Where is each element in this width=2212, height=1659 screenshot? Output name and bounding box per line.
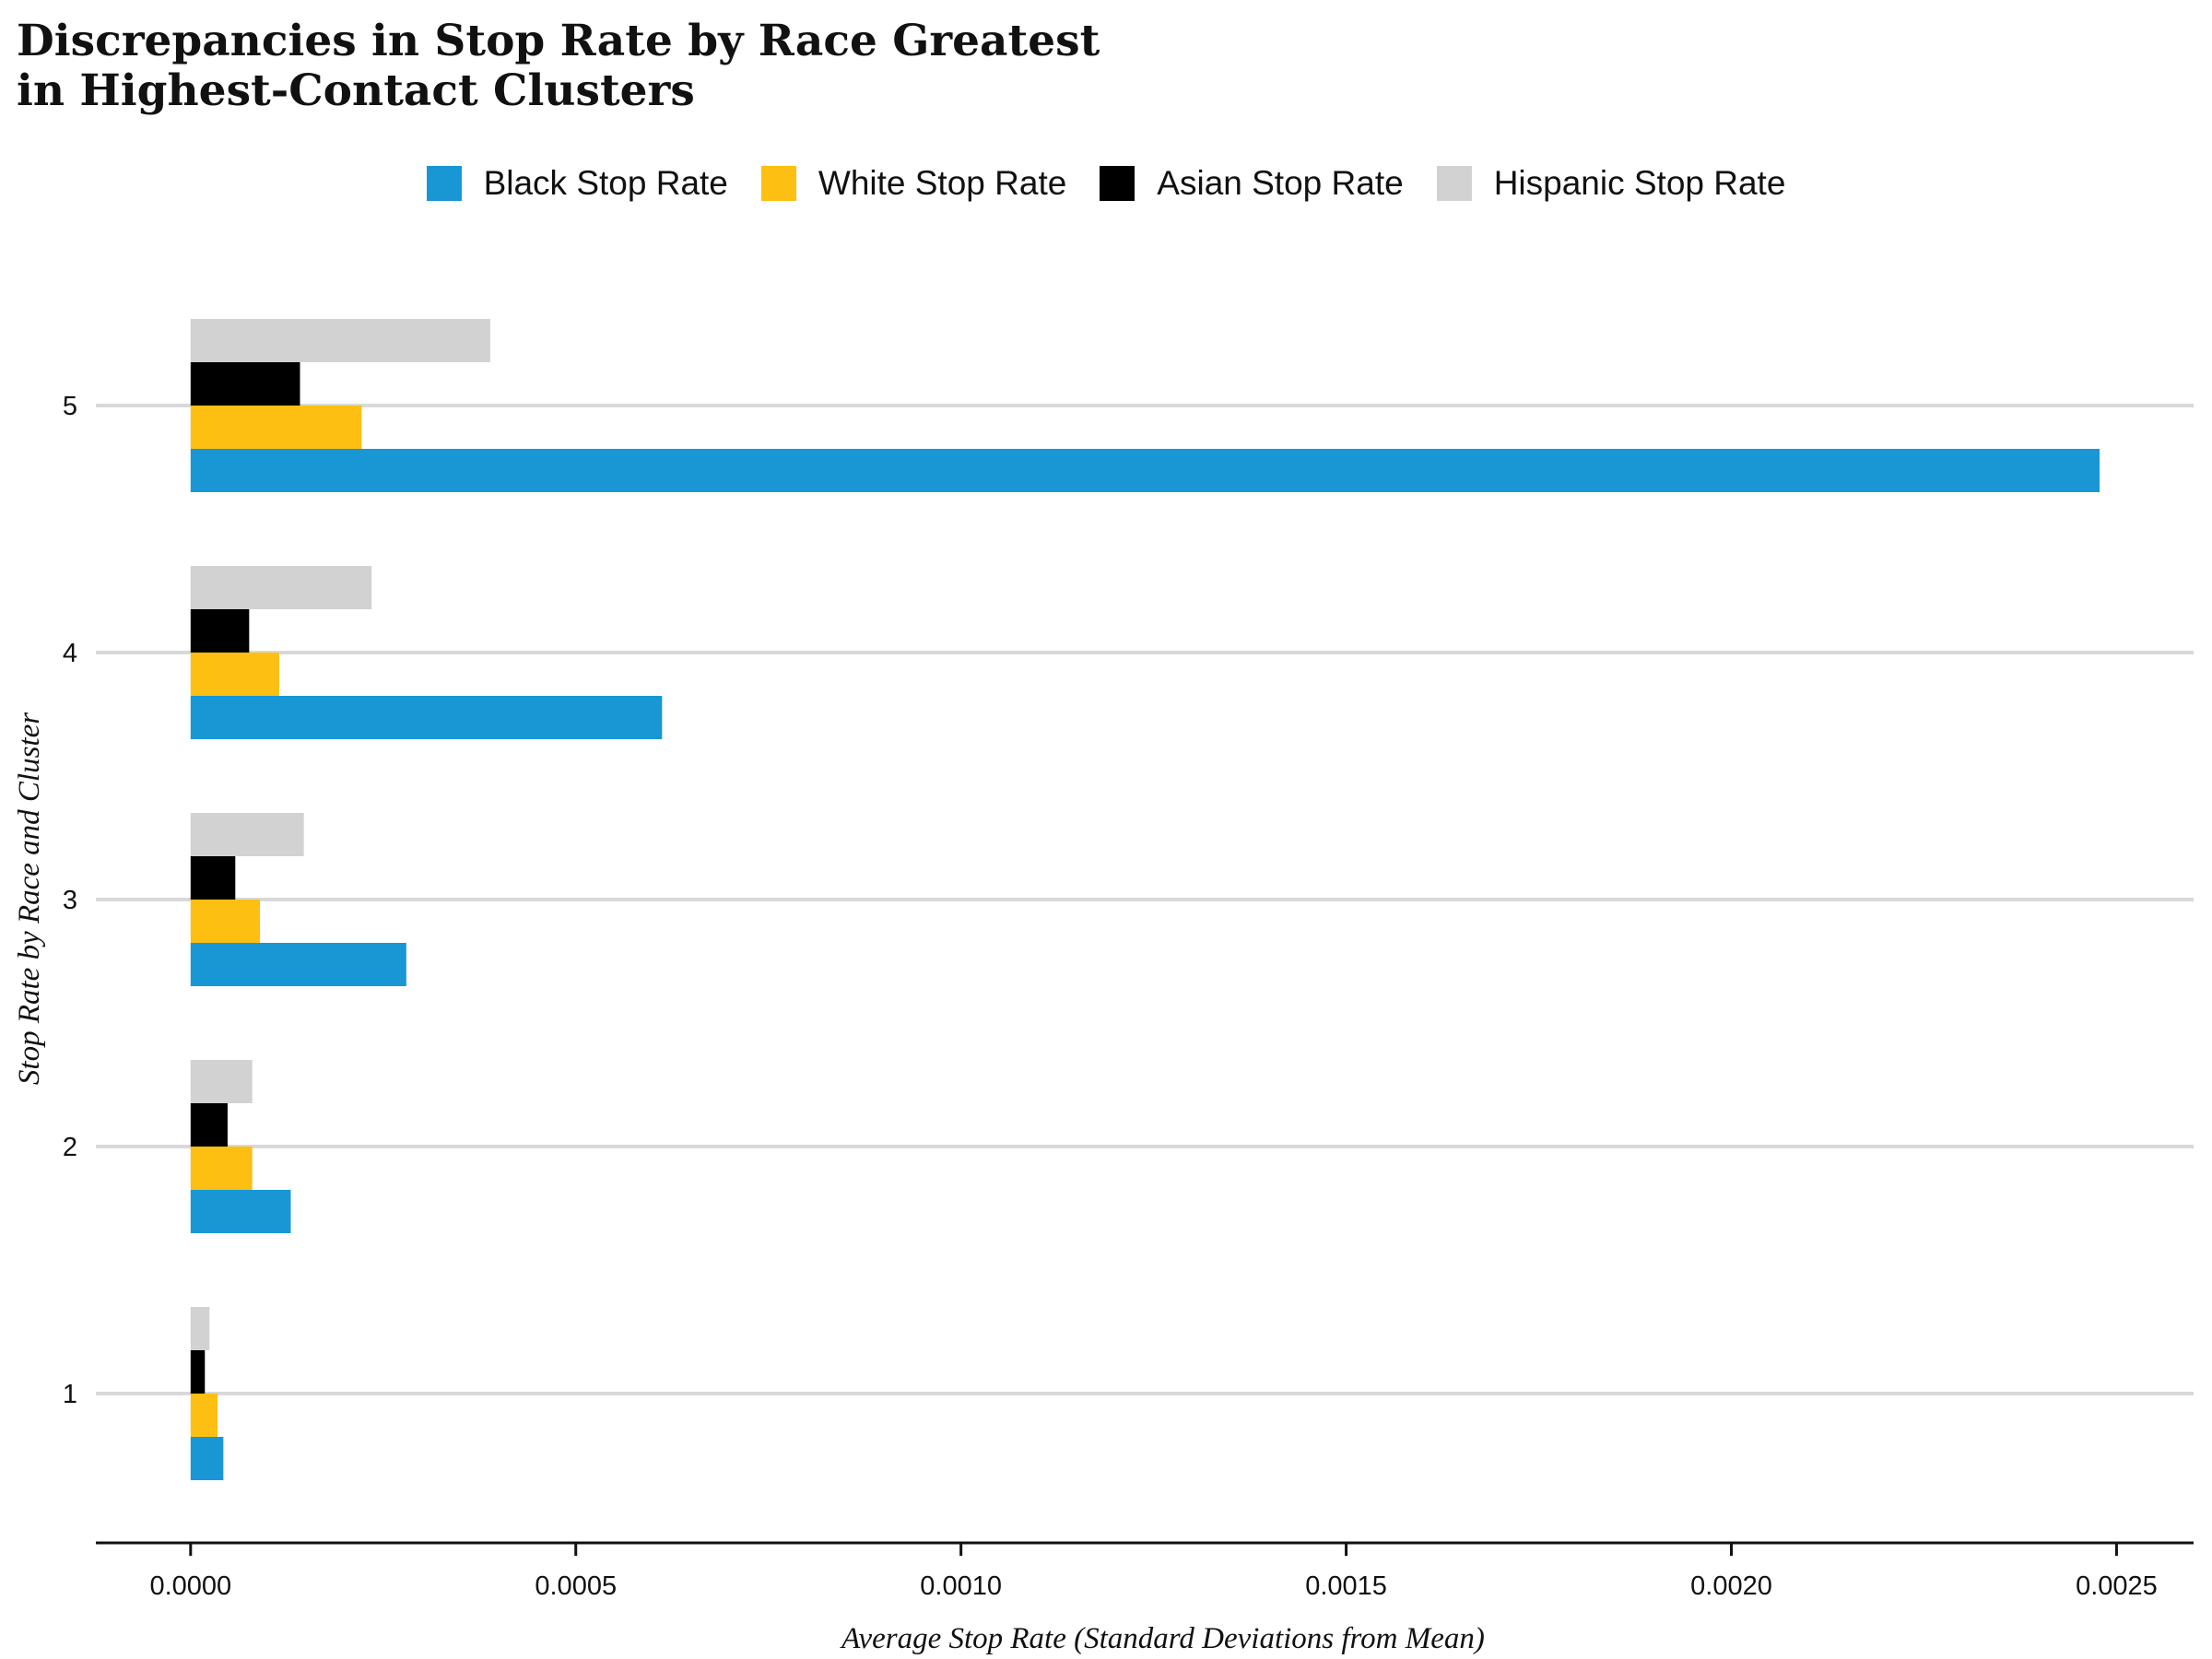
x-tick-label-5: 0.0025 <box>2076 1571 2158 1601</box>
bar-white-cluster-5 <box>190 406 362 449</box>
bar-black-cluster-2 <box>190 1190 291 1233</box>
bar-hispanic-cluster-1 <box>190 1307 210 1350</box>
legend-item-asian: Asian Stop Rate <box>1100 164 1404 203</box>
bar-asian-cluster-3 <box>190 856 236 900</box>
y-axis-title: Stop Rate by Race and Cluster <box>13 712 46 1085</box>
legend-label-white: White Stop Rate <box>818 164 1067 202</box>
legend-item-hispanic: Hispanic Stop Rate <box>1436 164 1786 203</box>
chart-legend: Black Stop Rate White Stop Rate Asian St… <box>0 164 2212 203</box>
x-tick-label-0: 0.0000 <box>149 1571 231 1601</box>
bar-hispanic-cluster-5 <box>190 319 490 362</box>
legend-swatch-black <box>426 166 462 201</box>
y-tick-label-3: 3 <box>63 886 77 915</box>
chart-title-line-2: in Highest-Contact Clusters <box>17 65 695 116</box>
bar-asian-cluster-2 <box>190 1103 228 1147</box>
bar-white-cluster-2 <box>190 1147 253 1190</box>
y-tick-label-5: 5 <box>63 392 77 421</box>
bar-asian-cluster-4 <box>190 609 250 653</box>
bars <box>190 319 2100 1480</box>
legend-label-asian: Asian Stop Rate <box>1157 164 1404 202</box>
bar-black-cluster-3 <box>190 943 406 986</box>
x-tick-label-1: 0.0005 <box>535 1571 617 1601</box>
bar-hispanic-cluster-4 <box>190 566 372 609</box>
legend-swatch-asian <box>1100 166 1135 201</box>
bar-black-cluster-5 <box>190 449 2100 492</box>
chart-title: Discrepancies in Stop Rate by Race Great… <box>17 17 1100 116</box>
y-tick-label-4: 4 <box>63 639 77 668</box>
bar-hispanic-cluster-3 <box>190 813 304 856</box>
bar-white-cluster-3 <box>190 900 261 943</box>
x-tick-label-3: 0.0015 <box>1305 1571 1387 1601</box>
legend-label-hispanic: Hispanic Stop Rate <box>1493 164 1786 202</box>
bar-hispanic-cluster-2 <box>190 1060 253 1103</box>
gridlines <box>96 404 2194 1395</box>
y-tick-label-2: 2 <box>63 1133 77 1162</box>
x-tick-label-4: 0.0020 <box>1690 1571 1772 1601</box>
bar-white-cluster-4 <box>190 653 279 696</box>
chart-title-line-1: Discrepancies in Stop Rate by Race Great… <box>17 16 1100 66</box>
bar-black-cluster-1 <box>190 1437 224 1480</box>
bar-asian-cluster-1 <box>190 1350 206 1394</box>
y-tick-label-1: 1 <box>63 1380 77 1409</box>
legend-swatch-hispanic <box>1436 166 1472 201</box>
legend-swatch-white <box>760 166 796 201</box>
legend-item-white: White Stop Rate <box>760 164 1067 203</box>
bar-white-cluster-1 <box>190 1394 218 1437</box>
x-axis-title: Average Stop Rate (Standard Deviations f… <box>840 1622 1485 1655</box>
x-tick-label-2: 0.0010 <box>920 1571 1002 1601</box>
legend-item-black: Black Stop Rate <box>426 164 728 203</box>
bar-asian-cluster-5 <box>190 362 300 406</box>
legend-label-black: Black Stop Rate <box>483 164 728 202</box>
axes: 1 2 3 4 5 0.0000 0.0005 0.0010 0.0015 0.0020 0.002… <box>63 392 2194 1601</box>
bar-black-cluster-4 <box>190 696 663 739</box>
